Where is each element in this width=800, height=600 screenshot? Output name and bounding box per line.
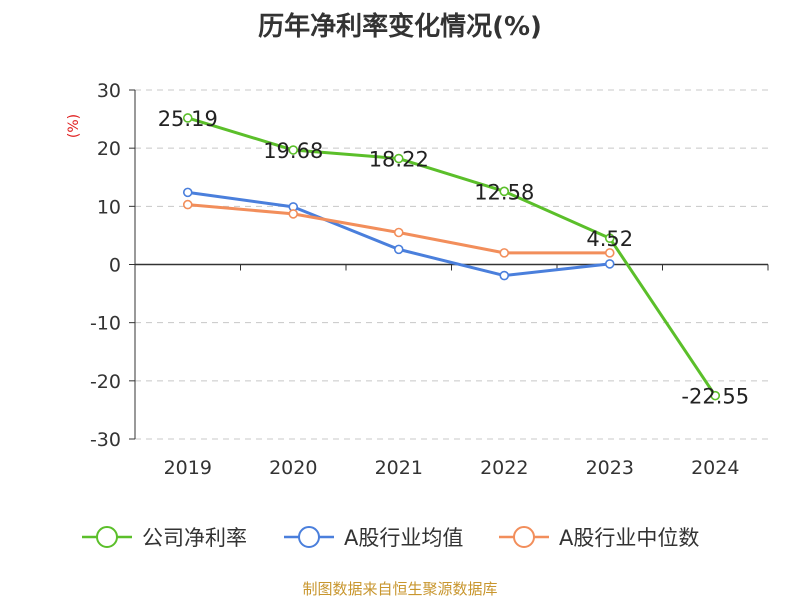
chart-title: 历年净利率变化情况(%)	[258, 12, 542, 42]
legend-label: 公司净利率	[142, 526, 247, 550]
data-point	[499, 270, 510, 281]
source-note: 制图数据来自恒生聚源数据库	[302, 580, 498, 598]
data-point	[288, 145, 299, 155]
y-tick-label: 20	[97, 138, 121, 160]
x-tick-label: 2020	[269, 457, 317, 479]
y-tick-label: 10	[97, 196, 121, 218]
x-tick-label: 2022	[480, 457, 528, 479]
data-point	[393, 153, 404, 164]
data-label: 25.19	[158, 107, 218, 131]
data-point	[710, 390, 721, 401]
y-tick-label: 30	[97, 80, 121, 102]
data-point	[499, 186, 510, 197]
data-point	[182, 187, 193, 198]
data-label: 19.68	[263, 139, 323, 163]
series-line-0	[187, 116, 717, 397]
data-label: 4.52	[586, 227, 633, 251]
legend-marker	[96, 526, 118, 548]
y-tick-label: -10	[90, 313, 121, 335]
data-point	[604, 248, 615, 258]
data-point	[393, 244, 404, 255]
x-tick-label: 2021	[375, 457, 423, 479]
legend-marker	[298, 526, 320, 548]
data-label: -22.55	[681, 385, 749, 409]
legend-label: A股行业中位数	[559, 526, 699, 550]
data-point	[182, 199, 193, 210]
data-point	[393, 227, 404, 238]
x-tick-label: 2024	[691, 457, 739, 479]
y-tick-label: 0	[109, 255, 121, 277]
data-point	[604, 233, 615, 244]
legend-label: A股行业均值	[344, 526, 463, 550]
y-tick-label: -30	[90, 429, 121, 451]
data-point	[288, 209, 299, 219]
x-tick-label: 2023	[586, 457, 634, 479]
data-label: 12.58	[474, 180, 534, 204]
data-point	[604, 259, 615, 269]
y-axis-label: (%)	[66, 114, 82, 138]
data-point	[182, 113, 193, 123]
legend-marker	[513, 526, 535, 548]
y-tick-label: -20	[90, 371, 121, 393]
data-label: 18.22	[369, 148, 429, 172]
data-point	[499, 248, 510, 258]
x-tick-label: 2019	[164, 457, 212, 479]
